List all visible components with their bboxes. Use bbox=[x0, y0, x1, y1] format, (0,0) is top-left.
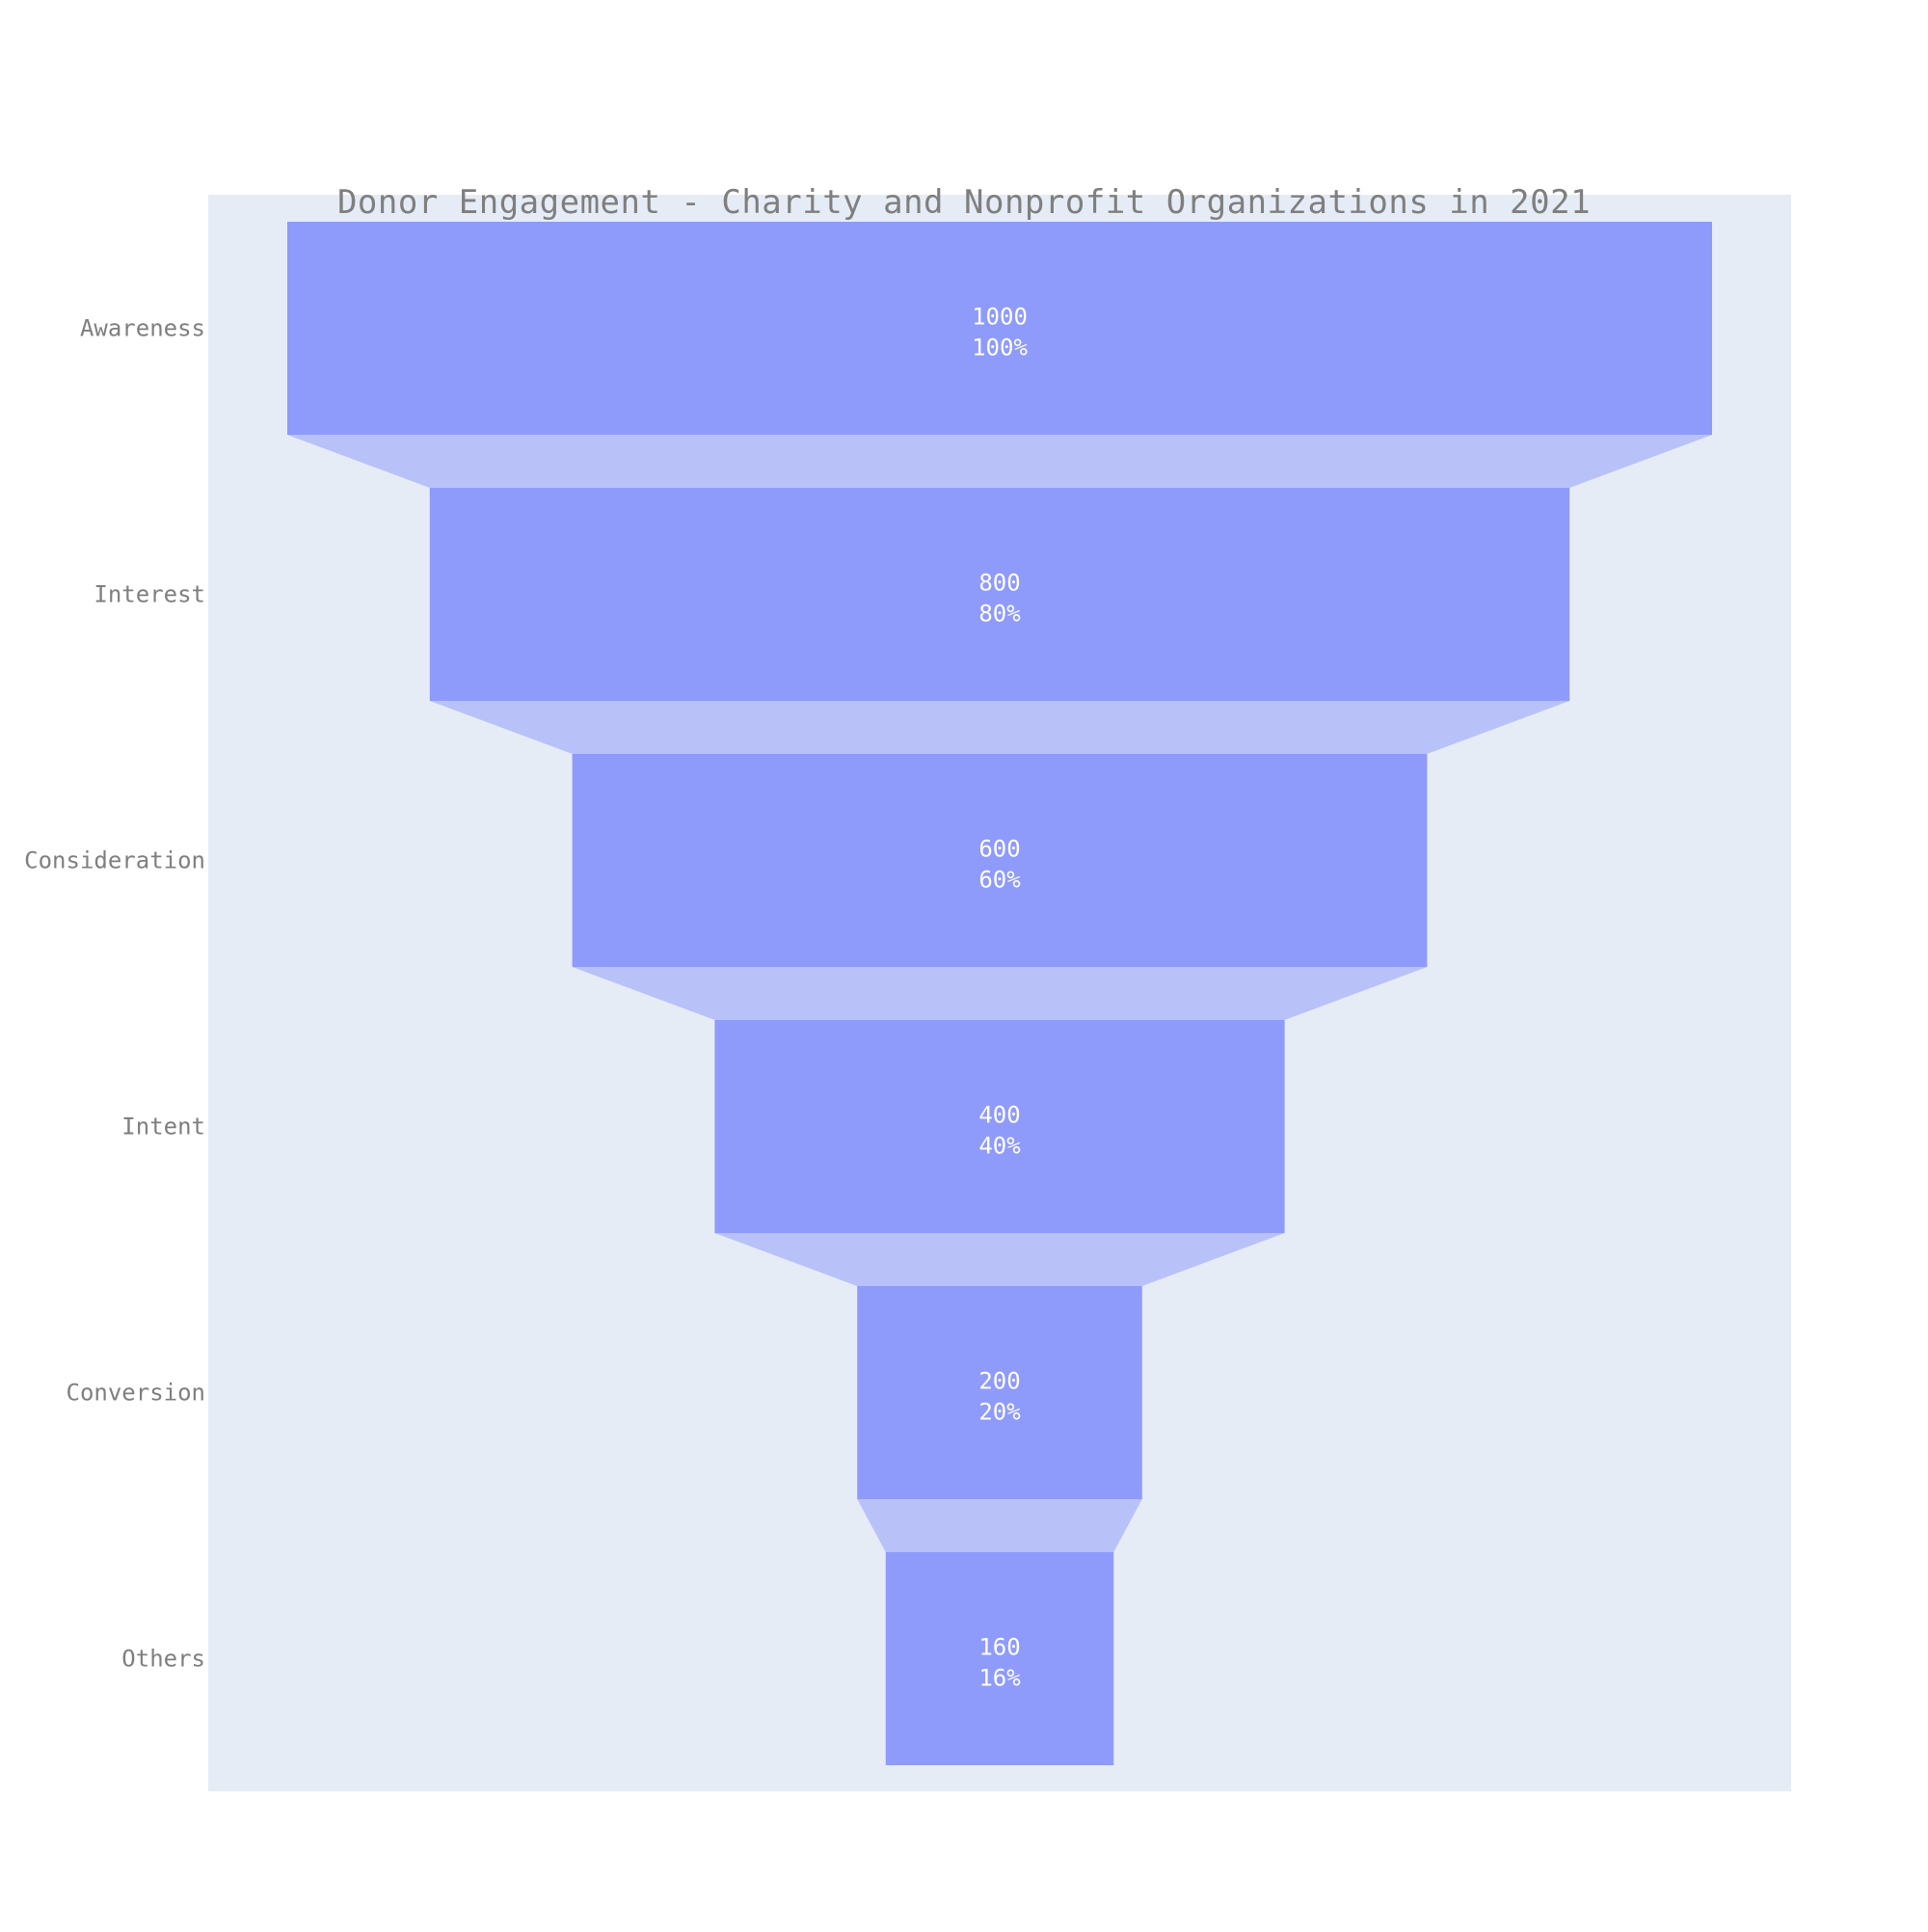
bar-value-label-others: 160 bbox=[978, 1634, 1020, 1661]
funnel-connector-interest bbox=[429, 701, 1570, 754]
funnel-bar-conversion[interactable] bbox=[857, 1286, 1142, 1499]
bar-percent-label-consideration: 60% bbox=[978, 867, 1021, 894]
funnel-bar-intent[interactable] bbox=[714, 1020, 1285, 1233]
funnel-connector-awareness bbox=[287, 435, 1712, 488]
bar-value-label-awareness: 1000 bbox=[972, 304, 1028, 331]
funnel-connectors bbox=[287, 435, 1712, 1552]
y-tick-label-interest: Interest bbox=[94, 581, 205, 608]
funnel-bars bbox=[287, 222, 1712, 1765]
bar-percent-label-conversion: 20% bbox=[978, 1399, 1021, 1426]
y-tick-label-others: Others bbox=[121, 1646, 205, 1673]
bar-percent-label-intent: 40% bbox=[978, 1133, 1021, 1160]
funnel-bar-consideration[interactable] bbox=[572, 754, 1428, 967]
funnel-connector-conversion bbox=[857, 1499, 1142, 1552]
y-axis-labels: Awareness Interest Consideration Intent Conv… bbox=[24, 315, 205, 1673]
funnel-bar-others[interactable] bbox=[885, 1552, 1114, 1765]
y-tick-label-awareness: Awareness bbox=[80, 315, 205, 342]
bar-value-label-interest: 800 bbox=[978, 570, 1020, 597]
bar-value-label-consideration: 600 bbox=[978, 836, 1020, 863]
funnel-connector-intent bbox=[714, 1233, 1285, 1286]
funnel-bar-labels: 1000 100% 800 80% 600 60% 400 40% 200 20% 160 16% bbox=[972, 304, 1028, 1692]
y-tick-label-consideration: Consideration bbox=[24, 847, 205, 874]
bar-percent-label-others: 16% bbox=[978, 1665, 1021, 1692]
funnel-bar-interest[interactable] bbox=[429, 488, 1570, 701]
bar-percent-label-awareness: 100% bbox=[972, 335, 1028, 362]
bar-percent-label-interest: 80% bbox=[978, 601, 1021, 628]
bar-value-label-intent: 400 bbox=[978, 1102, 1020, 1129]
bar-value-label-conversion: 200 bbox=[978, 1368, 1020, 1395]
funnel-connector-consideration bbox=[572, 967, 1428, 1020]
funnel-bar-awareness[interactable] bbox=[287, 222, 1712, 435]
y-tick-label-intent: Intent bbox=[121, 1114, 205, 1140]
y-tick-label-conversion: Conversion bbox=[67, 1380, 206, 1407]
